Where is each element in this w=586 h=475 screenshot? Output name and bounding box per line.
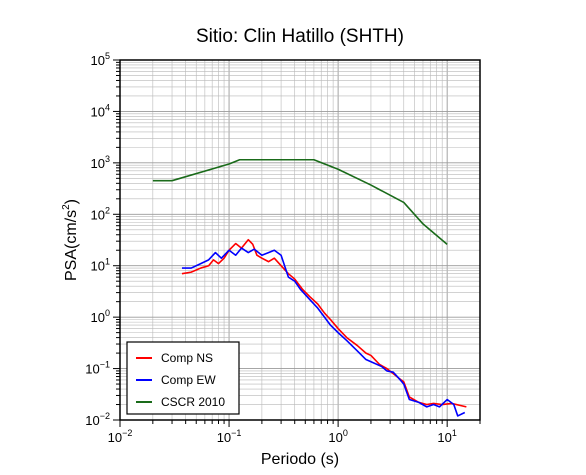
y-axis-label: PSA(cm/s2) [61,199,80,281]
x-tick-base: 10 [108,430,122,445]
chart-title: Sitio: Clin Hatillo (SHTH) [196,26,404,47]
grid [119,59,481,421]
y-tick-base: 10 [91,259,105,274]
x-tick-exponent: −2 [122,428,132,438]
y-tick-exponent: 1 [105,257,110,267]
y-tick-label: 101 [91,257,110,274]
y-tick-base: 10 [91,156,105,171]
x-tick-exponent: 0 [343,428,348,438]
x-axis-label: Periodo (s) [261,451,339,468]
legend-label-0: Comp NS [161,351,213,365]
y-axis-label-suffix: ) [63,199,80,204]
y-tick-label: 104 [91,102,110,119]
y-axis-label-sup: 2 [61,204,72,210]
x-tick-label: 10−2 [108,428,133,445]
x-tick-base: 10 [437,430,451,445]
y-tick-exponent: −2 [100,411,110,421]
y-tick-label: 10−2 [85,411,110,428]
y-tick-exponent: 5 [105,51,110,61]
y-tick-base: 10 [91,104,105,119]
y-tick-label: 102 [91,205,110,222]
y-tick-exponent: 0 [105,308,110,318]
y-tick-label: 105 [91,51,110,68]
y-tick-exponent: 3 [105,154,110,164]
plot-frame [119,59,481,421]
x-tick-exponent: −1 [231,428,241,438]
x-tick-base: 10 [328,430,342,445]
y-axis-label-prefix: PSA(cm/s [63,210,80,281]
y-tick-base: 10 [85,413,99,428]
y-tick-base: 10 [85,362,99,377]
y-tick-exponent: 4 [105,102,110,112]
y-tick-base: 10 [91,207,105,222]
series-line-2 [152,158,448,245]
legend-label-1: Comp EW [161,373,216,387]
x-tick-label: 100 [328,428,347,445]
y-tick-label: 100 [91,308,110,325]
legend: Comp NS Comp EW CSCR 2010 [126,341,240,415]
x-tick-label: 10−1 [217,428,242,445]
series-line-1 [181,247,466,417]
legend-label-2: CSCR 2010 [161,395,225,409]
x-tick-exponent: 1 [452,428,457,438]
y-tick-base: 10 [91,53,105,68]
y-tick-base: 10 [91,310,105,325]
y-tick-label: 10−1 [85,360,110,377]
y-tick-exponent: −1 [100,360,110,370]
x-tick-base: 10 [217,430,231,445]
y-tick-label: 103 [91,154,110,171]
series-layer [152,158,467,417]
y-tick-exponent: 2 [105,205,110,215]
x-tick-label: 101 [437,428,456,445]
